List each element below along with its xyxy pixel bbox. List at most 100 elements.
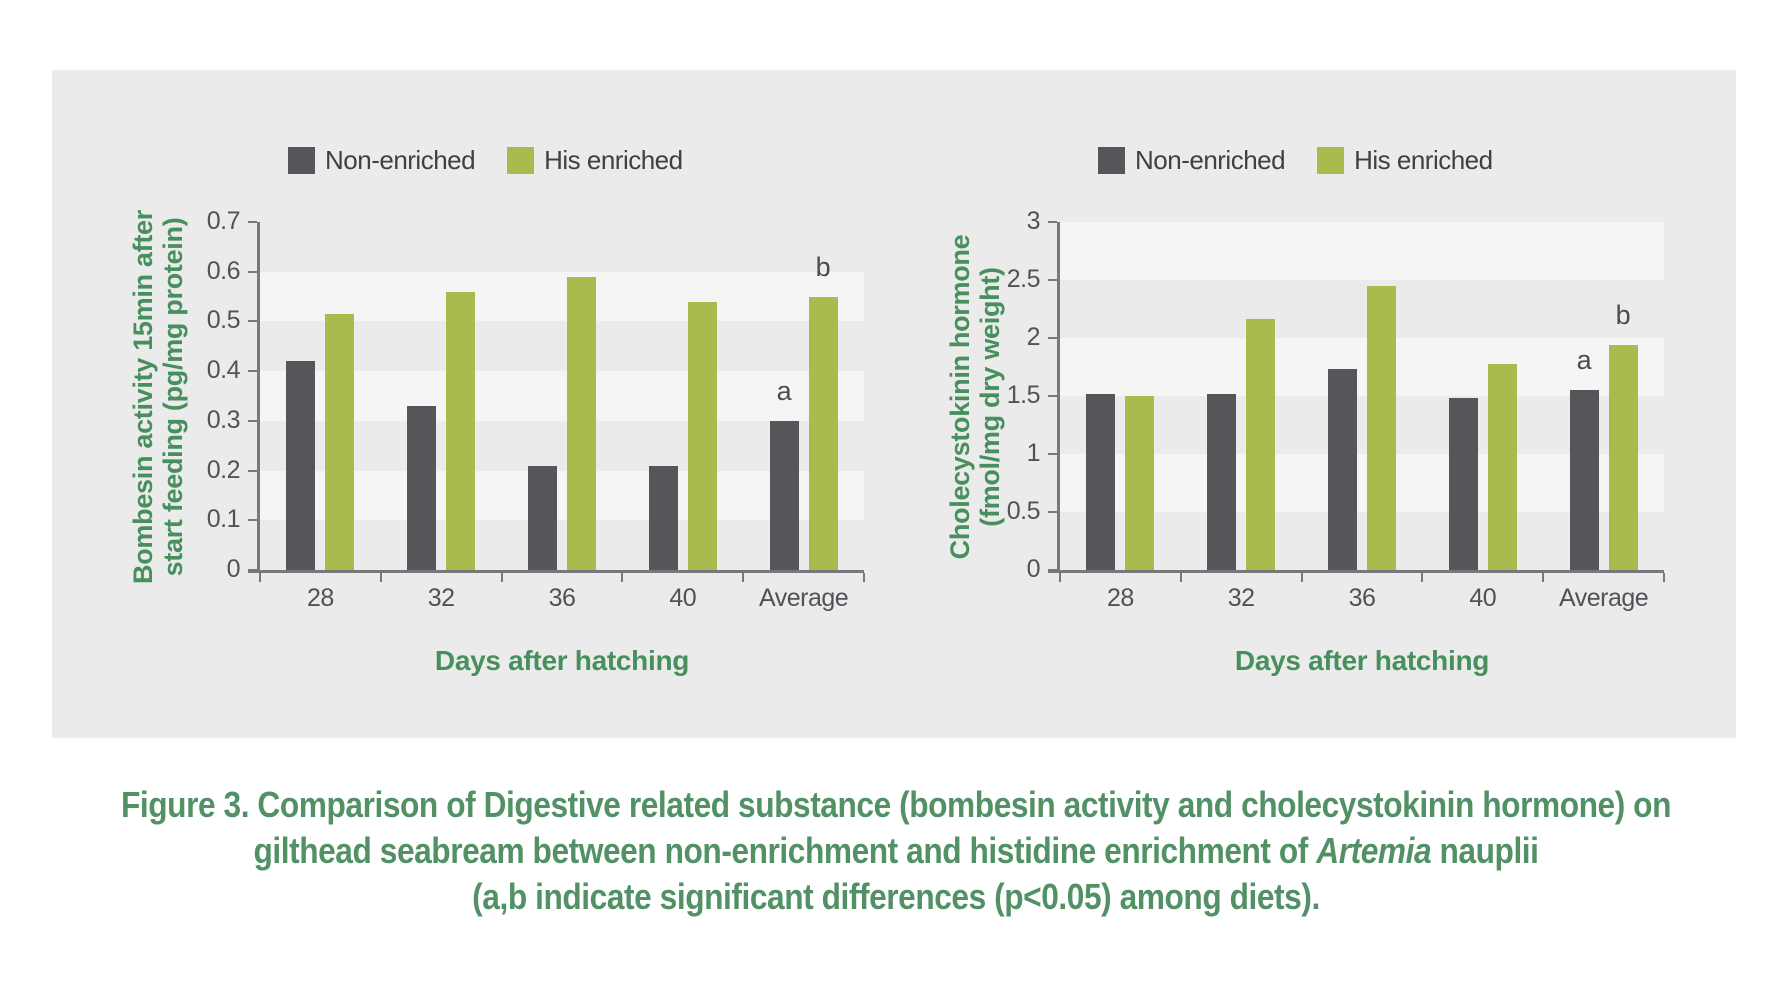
grid-band [260, 371, 864, 421]
bar-his-enriched-40 [687, 301, 717, 570]
y-axis-tick [1048, 453, 1057, 455]
legend-label-his-enriched: His enriched [1354, 144, 1493, 175]
y-tick-label: 0.5 [1006, 497, 1041, 525]
legend-label-non-enriched: Non-enriched [325, 144, 476, 175]
x-tick-label-40: 40 [1469, 584, 1497, 612]
x-axis-tick [259, 573, 261, 582]
legend-swatch-his-enriched [1317, 146, 1345, 174]
bar-non-enriched-28 [286, 361, 316, 570]
caption-line2-pre: gilthead seabream between non-enrichment… [253, 830, 1317, 871]
caption-line-2: gilthead seabream between non-enrichment… [108, 828, 1685, 874]
caption-line2-italic-artemia: Artemia [1316, 830, 1432, 871]
grid-band [1060, 222, 1664, 280]
x-axis-line [1048, 570, 1664, 573]
y-axis-tick [248, 370, 257, 373]
x-tick-label-36: 36 [1348, 584, 1376, 612]
y-tick-label: 2 [1026, 323, 1041, 351]
y-tick-label: 0.2 [206, 455, 241, 484]
y-axis-tick [1048, 337, 1057, 339]
y-axis-title-line1: Bombesin activity 15min after [128, 210, 158, 584]
y-axis-tick [248, 519, 257, 522]
y-axis-tick [248, 569, 257, 571]
bar-his-enriched-36 [567, 276, 596, 570]
figure-caption: Figure 3. Comparison of Digestive relate… [108, 782, 1685, 920]
x-tick-label-32: 32 [1227, 584, 1255, 612]
y-tick-label: 0.4 [206, 356, 241, 385]
x-axis-tick [863, 573, 865, 582]
bar-non-enriched-average [769, 420, 799, 570]
grid-band [1060, 454, 1664, 512]
legend-bombesin: Non-enriched His enriched [288, 144, 683, 175]
y-axis-tick [248, 221, 257, 223]
y-axis-tick [1048, 221, 1057, 223]
bar-his-enriched-36 [1367, 285, 1396, 570]
y-tick-label: 0.6 [206, 256, 241, 285]
x-axis-tick [1663, 573, 1665, 582]
x-tick-label-36: 36 [548, 584, 576, 612]
bar-non-enriched-32 [1207, 393, 1237, 570]
y-tick-label: 0 [226, 555, 241, 583]
x-tick-label-40: 40 [669, 584, 697, 612]
x-axis-title-cholecystokinin: Days after hatching [1234, 645, 1490, 676]
bar-non-enriched-average [1569, 390, 1599, 570]
x-axis-tick [1179, 573, 1182, 582]
grid-band [260, 271, 864, 322]
y-axis-line [257, 222, 260, 573]
significance-letter-a: a [1576, 345, 1592, 376]
bar-his-enriched-average [1608, 344, 1638, 570]
caption-line2-post: nauplii [1431, 830, 1539, 871]
y-tick-label: 0.1 [206, 505, 241, 534]
legend-label-non-enriched: Non-enriched [1135, 144, 1286, 175]
bar-non-enriched-36 [1328, 369, 1357, 570]
y-axis-tick [1048, 279, 1057, 281]
bar-his-enriched-28 [325, 313, 355, 570]
y-tick-label: 0.5 [206, 306, 241, 335]
x-axis-title-bombesin: Days after hatching [434, 645, 690, 676]
bar-non-enriched-28 [1086, 393, 1116, 570]
grid-band [1060, 338, 1664, 396]
x-tick-label-28: 28 [1106, 584, 1134, 612]
caption-line-3: (a,b indicate significant differences (p… [472, 876, 1320, 917]
x-tick-label-32: 32 [427, 584, 455, 612]
y-axis-title-line1: Cholecystokinin hormone [945, 234, 975, 560]
y-axis-tick [248, 419, 257, 422]
x-axis-tick [1542, 573, 1545, 582]
plot-area-cholecystokinin: a b 0 0.5 1 1.5 2 2.5 3 28 32 36 40 Average [1007, 207, 1665, 612]
x-axis-tick [621, 573, 624, 582]
grid-band [260, 470, 864, 521]
y-tick-label: 3 [1026, 207, 1041, 235]
y-axis-tick [1048, 395, 1057, 397]
bar-non-enriched-40 [1448, 398, 1478, 570]
y-tick-label: 0.3 [206, 405, 241, 434]
x-axis-line [248, 570, 864, 573]
significance-letter-b: b [1615, 299, 1631, 330]
bar-non-enriched-32 [407, 405, 437, 570]
x-tick-label-28: 28 [306, 584, 334, 612]
x-axis-tick [1421, 573, 1424, 582]
bar-his-enriched-32 [1246, 319, 1276, 570]
bar-his-enriched-40 [1487, 363, 1517, 570]
legend-label-his-enriched: His enriched [544, 144, 683, 175]
significance-letter-a: a [776, 375, 792, 406]
legend-swatch-non-enriched [1098, 146, 1125, 174]
y-axis-tick [248, 469, 257, 472]
significance-letter-b: b [815, 251, 831, 282]
legend-cholecystokinin: Non-enriched His enriched [1098, 144, 1493, 175]
y-axis-tick [248, 270, 257, 273]
bar-non-enriched-36 [528, 465, 557, 570]
plot-area-bombesin: a b 0 0.1 0.2 0.3 0.4 0.5 0.6 0.7 28 32 36 40 Average [207, 207, 865, 612]
y-tick-label: 0 [1026, 555, 1041, 583]
y-axis-line [1057, 222, 1060, 573]
caption-line-1: Figure 3. Comparison of Digestive relate… [120, 784, 1671, 825]
y-axis-tick [248, 320, 257, 323]
x-axis-tick [742, 573, 745, 582]
y-tick-label: 2.5 [1006, 265, 1041, 293]
x-tick-label-average: Average [759, 584, 849, 612]
y-tick-label: 1.5 [1006, 381, 1041, 409]
x-axis-tick [1059, 573, 1061, 582]
y-tick-label: 1 [1026, 439, 1041, 467]
bar-non-enriched-40 [648, 465, 678, 570]
x-axis-tick [500, 573, 503, 582]
bar-his-enriched-28 [1125, 396, 1155, 570]
